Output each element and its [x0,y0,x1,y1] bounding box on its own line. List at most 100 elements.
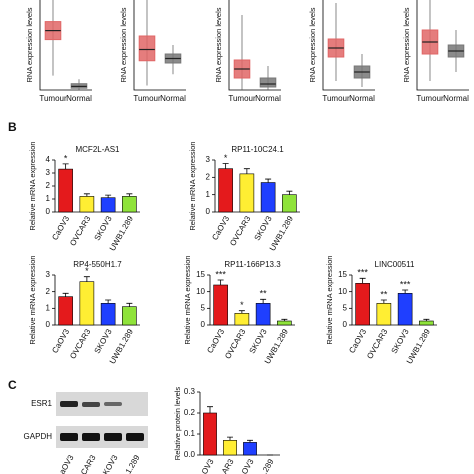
x-tick-label: Normal [66,94,92,103]
significance: *** [215,269,226,279]
y-axis-label: Relative protein levels [173,387,182,461]
y-axis-label: RNA expression levels [308,7,317,82]
bar [79,281,95,326]
y-axis-label: Relative mRNA expression [188,141,197,230]
y-tick-label: 0.3 [184,387,196,396]
error-bar [217,279,224,285]
bar [355,283,370,326]
error-bar [227,436,233,441]
bar [277,320,292,326]
y-tick-label: 4 [46,155,51,164]
x-tick-label: CaOV3 [210,214,231,242]
panel-label: C [8,378,17,392]
x-tick-label: SKOV3 [93,214,114,242]
significance: * [85,266,89,276]
lane-label: CAR3 [79,453,98,474]
error-bar [207,406,213,413]
y-axis-label: Relative mRNA expression [28,141,37,230]
significance: * [224,153,228,163]
axis [39,0,92,91]
y-axis-label: Relative mRNA expression [28,255,37,344]
y-axis-label: RNA expression levels [214,7,223,82]
y-axis-label: Relative mRNA expression [183,255,192,344]
y-axis-label: Relative mRNA expression [325,255,334,344]
blot-strip [56,426,148,448]
significance: * [64,153,68,163]
significance: * [240,300,244,310]
y-axis-label: RNA expression levels [119,7,128,82]
bar [223,439,237,456]
error-bar [423,318,430,321]
y-tick-label: 0 [46,320,51,329]
y-tick-label: 0 [343,320,348,329]
bar [100,197,116,213]
error-bar [359,277,366,284]
y-tick-label: 5 [343,303,348,312]
y-tick-label: 0 [46,207,51,216]
bar [239,173,255,213]
bar [376,303,392,326]
significance: ** [260,289,268,299]
y-tick-label: 1 [46,303,51,312]
bar [213,284,228,326]
x-tick-label: CaOV3 [50,327,71,355]
chart-title: LINC00511 [375,260,415,269]
y-tick-label: 15 [196,270,205,279]
blot-band [104,433,122,441]
bar [100,303,116,326]
x-tick-label: OV3 [200,457,216,474]
error-bar [126,193,133,197]
x-tick-label: Normal [255,94,281,103]
bar [79,196,95,213]
x-tick-label: OV3 [240,457,256,474]
y-tick-label: 3 [46,270,51,279]
bar [255,303,271,326]
error-bar [83,276,90,282]
significance: ** [380,289,388,299]
x-tick-label: OVCAR3 [365,327,390,360]
bar [243,442,257,456]
y-tick-label: 10 [338,287,347,296]
band-label: ESR1 [31,399,52,408]
y-tick-label: 10 [196,287,205,296]
x-tick-label: Normal [349,94,375,103]
error-bar [243,168,250,174]
error-bar [286,190,293,195]
error-bar [83,193,90,197]
x-tick-label: Normal [443,94,469,103]
error-bar [281,318,288,321]
box [138,35,156,62]
error-bar [260,298,267,304]
axis [228,0,281,91]
y-tick-label: 2 [46,181,51,190]
panel-label: B [8,120,17,134]
blot-band [82,433,100,441]
lane-label: KOV3 [101,453,120,474]
chart-title: RP11-10C24.1 [231,145,284,154]
significance: *** [357,268,368,278]
y-tick-label: 1 [46,194,51,203]
x-tick-label: Tumour [416,94,444,103]
y-axis-label: RNA expression levels [402,7,411,82]
bar [122,306,137,326]
blot-band [60,433,78,441]
y-tick-label: 2 [206,172,211,181]
x-tick-label: AR3 [220,457,236,474]
x-tick-label: CaOV3 [205,327,226,355]
bar [218,168,233,213]
x-tick-label: OVCAR3 [223,327,248,360]
error-bar [402,289,409,294]
error-bar [222,163,229,169]
y-tick-label: 3 [206,155,211,164]
bar [203,412,217,456]
axis [133,0,186,91]
x-tick-label: OVCAR3 [228,214,253,247]
box [259,77,277,88]
x-tick-label: SKOV3 [390,327,411,355]
y-tick-label: 0 [206,207,211,216]
x-tick-label: Tumour [322,94,350,103]
error-bar [247,439,253,443]
chart-title: RP11-166P13.3 [224,260,281,269]
x-tick-label: OVCAR3 [68,327,93,360]
